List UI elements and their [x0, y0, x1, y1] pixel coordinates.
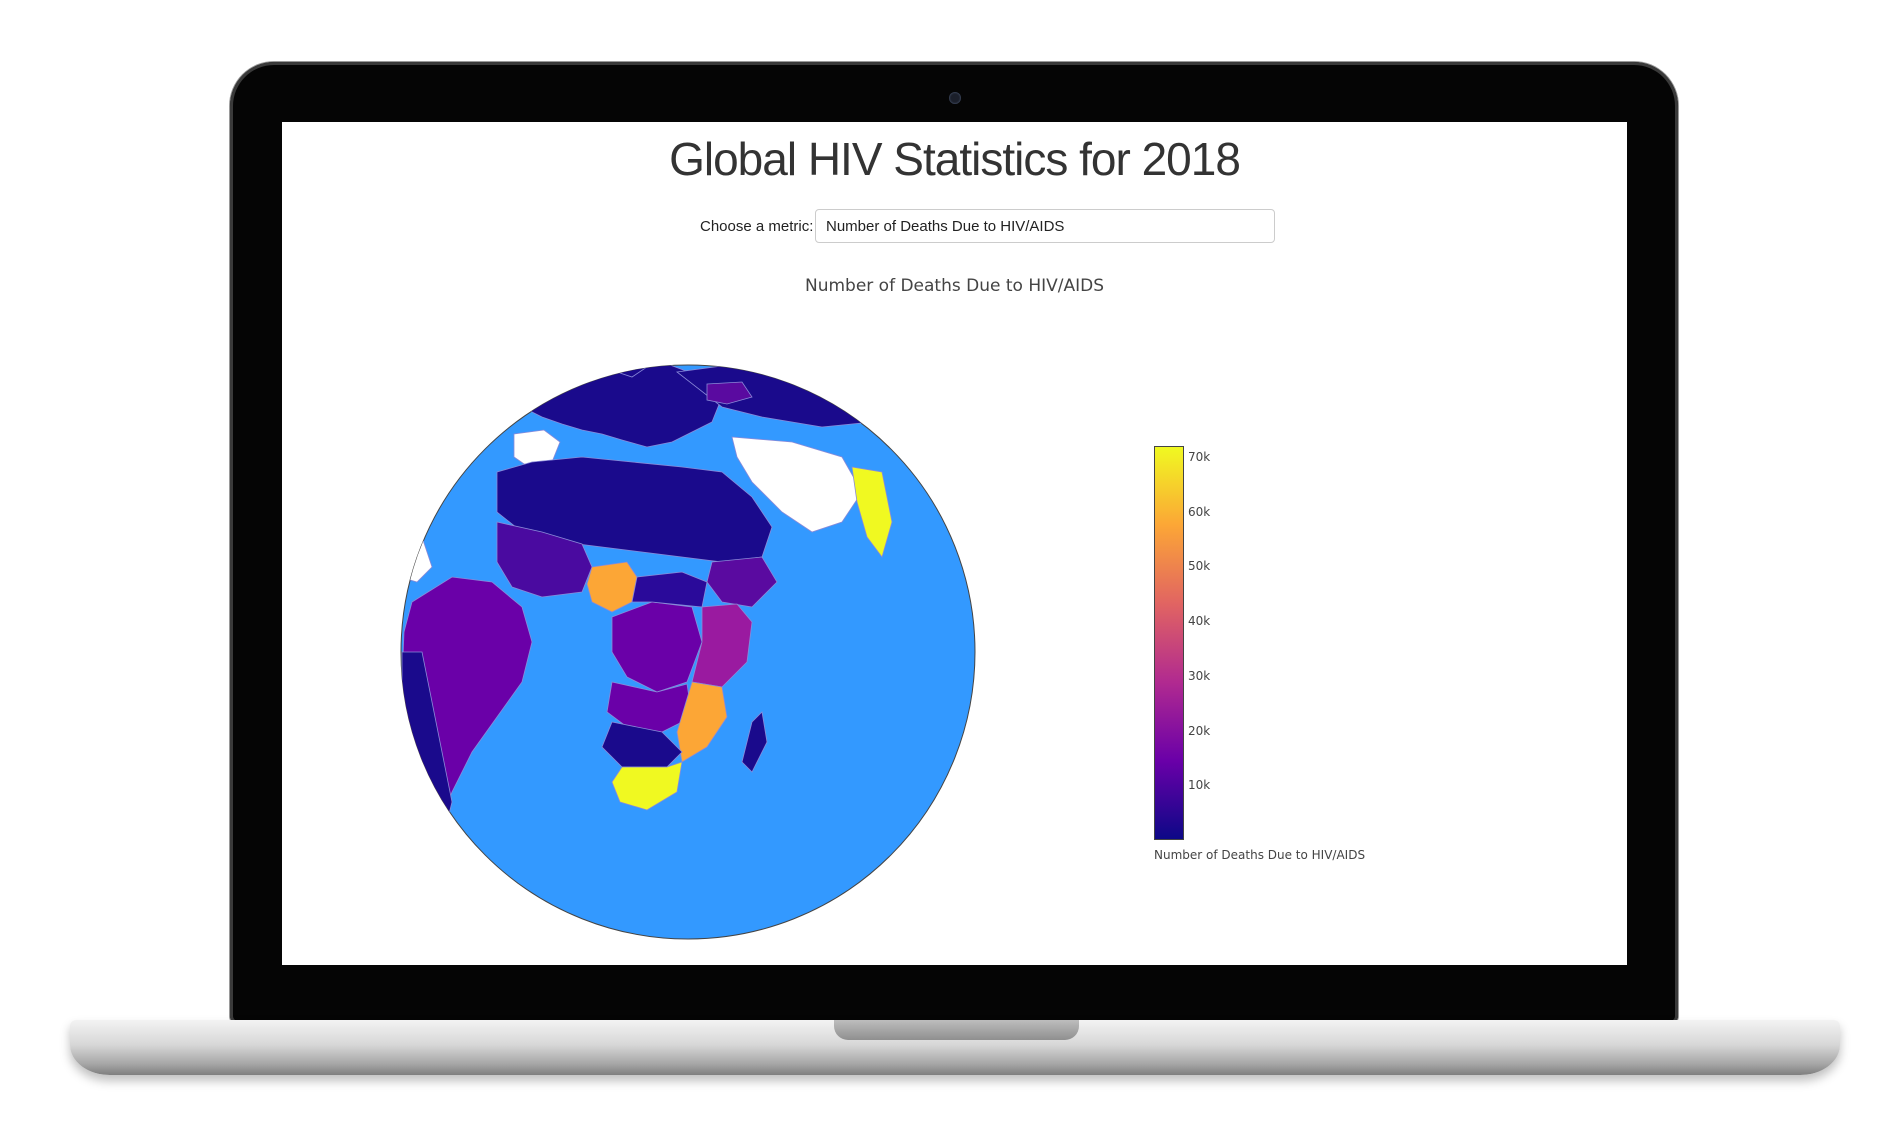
colorbar-tick: 30k	[1188, 668, 1211, 683]
cameroon-region[interactable]	[631, 571, 708, 608]
ukraine-region[interactable]	[706, 381, 753, 405]
colorbar-tick: 20k	[1188, 723, 1211, 738]
browser-screen: Global HIV Statistics for 2018 Choose a …	[282, 122, 1627, 965]
metric-label: Choose a metric:	[700, 218, 814, 235]
middle-east-region[interactable]	[731, 436, 863, 533]
colorbar	[1154, 446, 1184, 840]
laptop-notch	[834, 1020, 1079, 1040]
colorbar-tick: 10k	[1188, 778, 1211, 793]
mozambique-region[interactable]	[676, 681, 728, 763]
greenland-region[interactable]	[542, 334, 602, 362]
east-africa-region[interactable]	[691, 603, 753, 688]
colorbar-tick: 50k	[1188, 559, 1211, 574]
west-africa-region[interactable]	[496, 521, 593, 598]
colorbar-title: Number of Deaths Due to HIV/AIDS	[1154, 848, 1366, 862]
colorbar-tick: 70k	[1188, 449, 1211, 464]
south-africa-region[interactable]	[611, 761, 683, 811]
colorbar-tick: 60k	[1188, 504, 1211, 519]
metric-dropdown[interactable]: Number of Deaths Due to HIV/AIDS	[815, 209, 1275, 243]
angola-zambia-region[interactable]	[606, 681, 693, 733]
metric-selector-row: Choose a metric: Number of Deaths Due to…	[282, 206, 1627, 244]
colorbar-tick: 40k	[1188, 614, 1211, 629]
nigeria-region[interactable]	[586, 561, 638, 613]
chart-title: Number of Deaths Due to HIV/AIDS	[804, 276, 1105, 296]
webcam-icon	[949, 92, 961, 104]
page-title: Global HIV Statistics for 2018	[669, 133, 1241, 185]
india-region[interactable]	[851, 466, 893, 558]
globe-map[interactable]	[282, 322, 1627, 962]
north-america-edge[interactable]	[431, 376, 523, 423]
madagascar-region[interactable]	[741, 711, 768, 773]
